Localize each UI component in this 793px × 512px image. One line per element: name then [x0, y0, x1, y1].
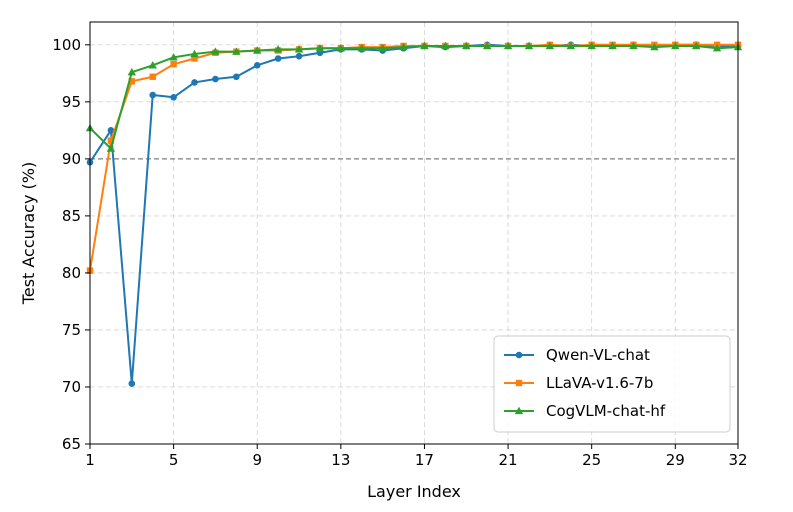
data-point [516, 352, 523, 359]
x-tick-label: 17 [415, 451, 434, 469]
data-point [170, 94, 177, 101]
y-tick-label: 65 [62, 435, 81, 453]
data-point [170, 61, 176, 67]
y-tick-label: 100 [52, 36, 81, 54]
legend-label: LLaVA-v1.6-7b [546, 374, 653, 392]
legend-label: Qwen-VL-chat [546, 346, 650, 364]
y-tick-label: 85 [62, 207, 81, 225]
x-tick-label: 9 [252, 451, 262, 469]
y-tick-label: 90 [62, 150, 81, 168]
y-axis-label: Test Accuracy (%) [19, 162, 38, 305]
data-point [149, 92, 156, 99]
series-cogvlm-chat-hf [86, 42, 742, 152]
series-llava-v1-6-7b [87, 42, 741, 274]
data-point [254, 62, 261, 69]
x-tick-label: 32 [728, 451, 747, 469]
x-tick-label: 13 [331, 451, 350, 469]
x-tick-label: 25 [582, 451, 601, 469]
series-qwen-vl-chat [87, 42, 742, 387]
series-line [90, 45, 738, 271]
series-line [90, 45, 738, 384]
data-point [275, 55, 282, 62]
data-point [150, 74, 156, 80]
data-point [233, 73, 240, 80]
legend-label: CogVLM-chat-hf [546, 402, 666, 420]
data-point [191, 79, 198, 86]
y-tick-label: 95 [62, 93, 81, 111]
x-tick-label: 29 [666, 451, 685, 469]
x-tick-label: 5 [169, 451, 179, 469]
data-point [516, 380, 522, 386]
x-tick-label: 1 [85, 451, 95, 469]
y-tick-label: 75 [62, 321, 81, 339]
data-point [296, 53, 303, 60]
x-axis-label: Layer Index [367, 482, 461, 501]
legend: Qwen-VL-chat LLaVA-v1.6-7b CogVLM-chat-hf [494, 336, 730, 432]
data-point [129, 380, 136, 387]
series-layer [86, 42, 742, 387]
data-point [212, 76, 219, 83]
x-tick-label: 21 [499, 451, 518, 469]
y-tick-label: 70 [62, 378, 81, 396]
y-tick-label: 80 [62, 264, 81, 282]
